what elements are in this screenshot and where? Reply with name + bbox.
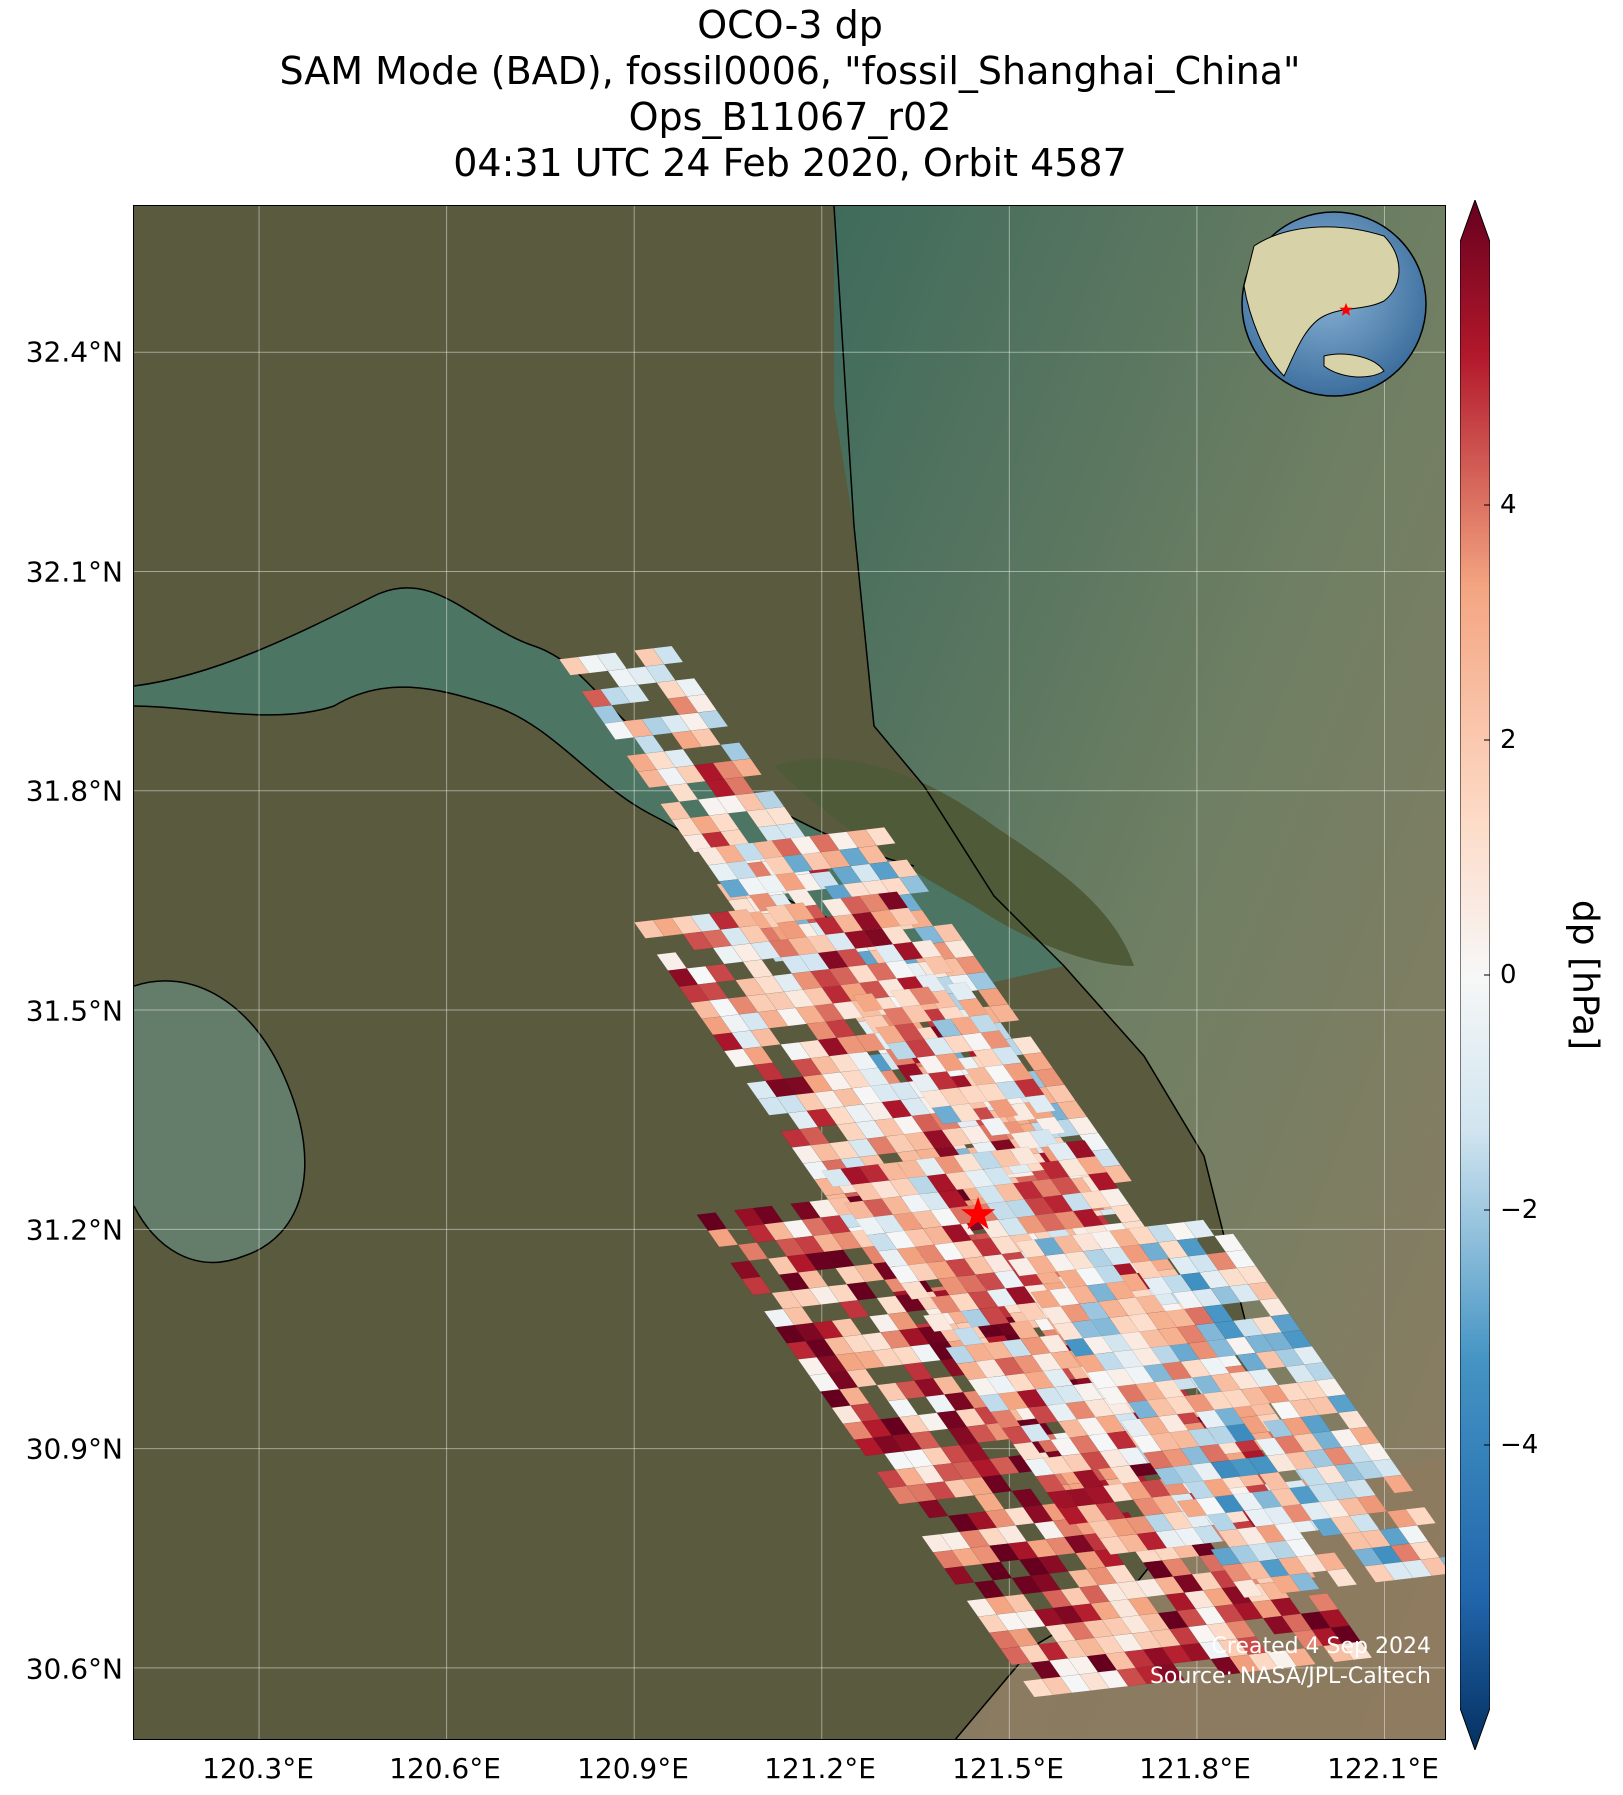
chart-title: OCO-3 dp SAM Mode (BAD), fossil0006, "fo… [0,2,1580,186]
map-canvas [134,206,1445,1739]
tai-lake-shore [134,980,306,1264]
colorbar-tick-label: −2 [1500,1195,1539,1225]
lon-tick-label: 121.8°E [1139,1752,1251,1785]
sounding-cell [1341,1641,1373,1661]
lat-tick-label: 30.6°N [25,1652,123,1686]
sounding-cell [908,986,940,1006]
colorbar-tick-label: −4 [1500,1430,1539,1460]
globe-asia-landmass [1243,226,1400,377]
globe-target-star-icon [1339,303,1353,316]
sounding-footprints [558,645,1445,1698]
lat-tick-label: 32.4°N [25,335,123,369]
lon-tick-label: 121.2°E [764,1752,876,1785]
sounding-cell [987,1098,1019,1118]
colorbar [1460,200,1490,1750]
lat-tick-label: 30.9°N [25,1432,123,1466]
colorbar-tick-label: 4 [1500,490,1517,520]
colorbar-ticks [1484,504,1490,1446]
colorbar-label: dp [hPa] [1564,899,1606,1051]
sounding-cell [865,827,896,846]
sounding-cell [898,875,930,895]
sounding-cell [618,684,650,704]
sounding-cell [888,907,920,927]
tai-lake [134,980,305,1263]
inset-globe [1241,211,1427,397]
colorbar-tick-label: 2 [1500,725,1517,755]
sounding-cell [652,645,684,665]
sounding-cell [1025,1094,1056,1114]
title-line-4: 04:31 UTC 24 Feb 2020, Orbit 4587 [453,141,1127,185]
lon-tick-label: 121.5°E [952,1752,1064,1785]
sounding-cell [1439,1556,1445,1566]
lon-tick-label: 122.1°E [1327,1752,1439,1785]
target-star-icon[interactable] [961,1196,996,1230]
credit-source: Source: NASA/JPL-Caltech [1149,1664,1431,1689]
lon-tick-label: 120.6°E [389,1752,501,1785]
sounding-cell [1289,1572,1320,1592]
title-line-2: SAM Mode (BAD), fossil0006, "fossil_Shan… [279,49,1301,93]
sounding-cell [922,955,954,975]
colorbar-tick-label: 0 [1500,960,1517,990]
colorbar-gradient [1460,200,1490,1750]
map-panel[interactable]: Created 4 Sep 2024 Source: NASA/JPL-Calt… [133,205,1446,1740]
lat-tick-label: 31.5°N [25,994,123,1028]
title-line-3: Ops_B11067_r02 [628,95,952,139]
sounding-cell [1154,1663,1185,1683]
lat-tick-label: 31.2°N [25,1213,123,1247]
title-line-1: OCO-3 dp [697,3,883,47]
lat-tick-label: 32.1°N [25,555,123,589]
sounding-cell [1232,1579,1264,1598]
sounding-cell [1285,1647,1317,1667]
sounding-cell [1397,1525,1429,1544]
sounding-cell [1035,1116,1066,1136]
credit-created: Created 4 Sep 2024 [1211,1634,1432,1659]
sounding-cell [988,1003,1020,1023]
sounding-cell [1382,1474,1414,1494]
sounding-cell [1326,1568,1358,1588]
sounding-cell [1405,1506,1437,1526]
sounding-cell [697,710,729,729]
chongming-island [774,758,1134,966]
lon-tick-label: 120.9°E [577,1752,689,1785]
lon-tick-label: 120.3°E [202,1752,314,1785]
lat-tick-label: 31.8°N [25,774,123,808]
sounding-cell [731,758,763,778]
sounding-cell [1420,1557,1445,1577]
globe-australia-landmass [1323,353,1385,378]
